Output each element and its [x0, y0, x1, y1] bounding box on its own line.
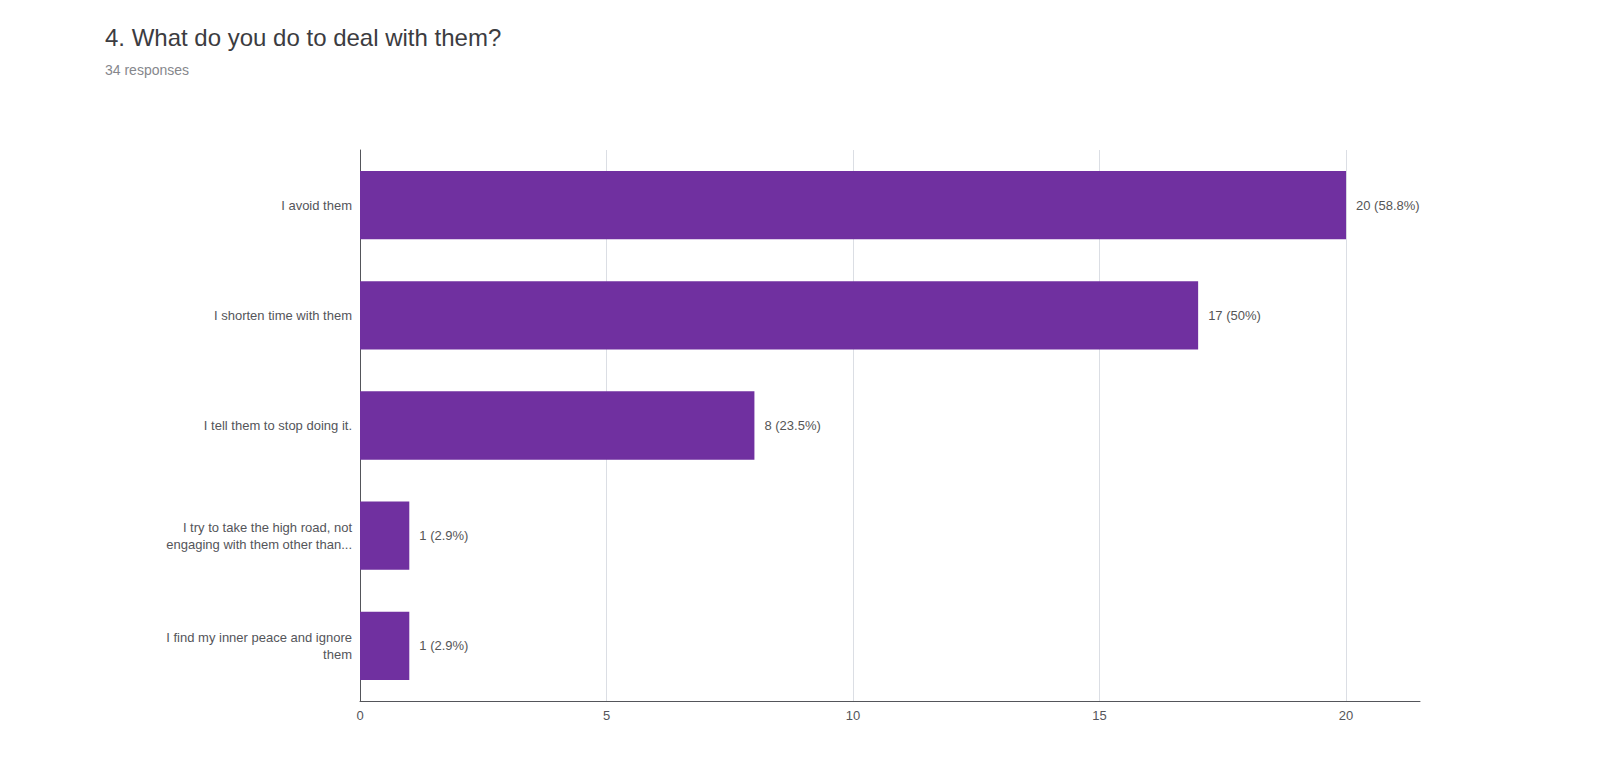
svg-text:I try to take the high road, n: I try to take the high road, not	[183, 520, 352, 535]
svg-text:5: 5	[603, 708, 610, 723]
svg-text:20 (58.8%): 20 (58.8%)	[1356, 198, 1420, 213]
svg-text:15: 15	[1092, 708, 1106, 723]
svg-text:8 (23.5%): 8 (23.5%)	[764, 418, 820, 433]
svg-text:1 (2.9%): 1 (2.9%)	[419, 528, 468, 543]
svg-text:engaging with them other than.: engaging with them other than...	[166, 537, 352, 552]
svg-text:20: 20	[1339, 708, 1353, 723]
svg-text:1 (2.9%): 1 (2.9%)	[419, 638, 468, 653]
svg-text:0: 0	[356, 708, 363, 723]
svg-text:I shorten time with them: I shorten time with them	[214, 308, 352, 323]
svg-text:10: 10	[846, 708, 860, 723]
svg-text:them: them	[323, 647, 352, 662]
svg-text:I tell them to stop doing it.: I tell them to stop doing it.	[204, 418, 352, 433]
svg-text:I find my inner peace and igno: I find my inner peace and ignore	[166, 630, 352, 645]
svg-text:17 (50%): 17 (50%)	[1208, 308, 1261, 323]
svg-text:34 responses: 34 responses	[105, 62, 189, 78]
svg-text:4. What do you do to deal with: 4. What do you do to deal with them?	[105, 24, 501, 51]
svg-text:I avoid them: I avoid them	[281, 198, 352, 213]
